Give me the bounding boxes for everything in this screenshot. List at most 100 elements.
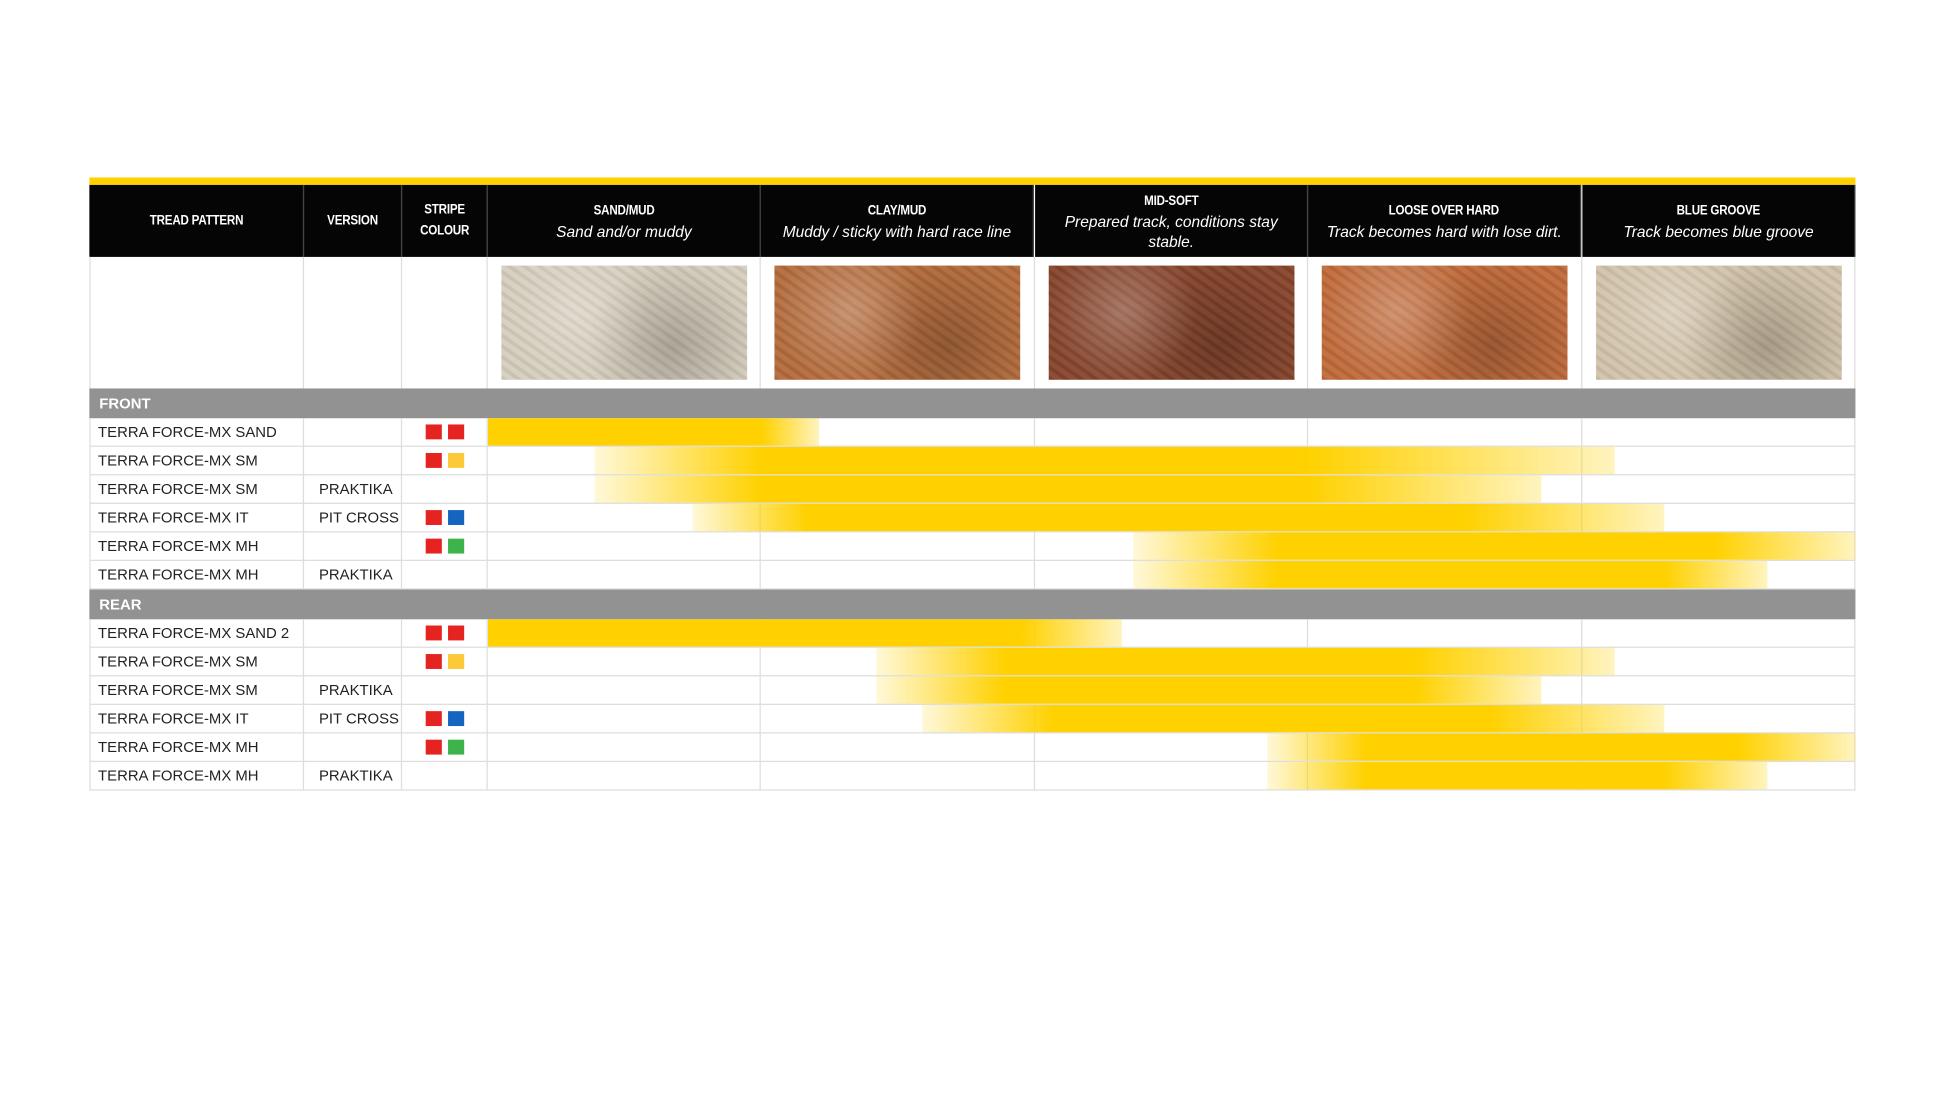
table-cell (304, 619, 403, 648)
table-cell (1308, 619, 1583, 648)
stripe-swatch (425, 424, 442, 440)
image-cell (304, 256, 403, 389)
table-cell (487, 532, 761, 561)
terrain-header: CLAY/MUD Muddy / sticky with hard race li… (760, 184, 1035, 257)
stripe-swatch (448, 424, 465, 440)
suitability-bar (594, 475, 1541, 503)
table-cell (402, 532, 488, 561)
table-cell (1035, 619, 1309, 648)
table-cell (402, 676, 488, 705)
table-cell (1035, 418, 1309, 447)
column-title: VERSION (327, 212, 378, 228)
table-cell (402, 418, 488, 447)
column-header: STRIPE COLOUR (402, 184, 488, 257)
table-cell (402, 762, 488, 791)
table-cell (1582, 475, 1856, 504)
table-cell (487, 647, 761, 677)
table-cell (304, 733, 403, 763)
suitability-bar (876, 647, 1615, 676)
image-cell (402, 256, 488, 389)
terrain-title: MID-SOFT (1144, 192, 1199, 208)
table-cell: TERRA FORCE-MX MH (89, 762, 305, 791)
table-cell (487, 676, 761, 705)
image-cell (1308, 256, 1583, 389)
table-cell (402, 647, 488, 677)
suitability-bar (1267, 733, 1856, 761)
column-header: VERSION (304, 184, 403, 257)
table-cell: TERRA FORCE-MX SM (89, 446, 305, 476)
table-cell: PRAKTIKA (304, 762, 403, 791)
table-cell (487, 733, 761, 763)
stripe-swatch (425, 711, 442, 727)
table-cell: PIT CROSS (304, 704, 403, 734)
suitability-bar (692, 503, 1664, 532)
terrain-title: BLUE GROOVE (1676, 202, 1761, 218)
table-cell (1582, 503, 1856, 533)
table-cell (402, 704, 488, 734)
table-cell (1582, 676, 1856, 705)
suitability-bar (1133, 532, 1856, 560)
table-cell (1308, 418, 1583, 447)
suitability-bar (876, 676, 1541, 704)
stripe-swatch (448, 654, 465, 669)
table-cell: TERRA FORCE-MX IT (89, 704, 305, 734)
table-cell (760, 532, 1036, 561)
table-cell (304, 418, 403, 447)
table-cell (1582, 647, 1856, 677)
table-cell: PRAKTIKA (304, 475, 403, 504)
stripe-swatch (425, 453, 442, 468)
table-cell (1582, 762, 1856, 791)
top-rule (89, 177, 1856, 185)
table-cell: TERRA FORCE-MX SAND 2 (89, 619, 305, 648)
suitability-bar (1267, 762, 1768, 790)
table-cell (760, 733, 1036, 763)
suitability-bar (594, 446, 1615, 475)
image-cell (761, 256, 1036, 389)
table-cell (1582, 560, 1856, 590)
table-cell: TERRA FORCE-MX MH (89, 560, 305, 590)
table-cell (1582, 446, 1856, 476)
table-cell (402, 475, 488, 504)
terrain-header: MID-SOFT Prepared track, conditions stay … (1035, 184, 1309, 257)
table-cell (1308, 475, 1583, 504)
table-cell (487, 762, 761, 791)
stripe-swatch (425, 625, 442, 641)
table-cell: TERRA FORCE-MX MH (89, 532, 305, 561)
table-cell: TERRA FORCE-MX IT (89, 503, 305, 533)
table-cell (402, 733, 488, 763)
terrain-subtitle: Track becomes hard with lose dirt. (1326, 222, 1562, 241)
image-cell (89, 256, 305, 389)
section-label: REAR (89, 589, 1856, 620)
stripe-swatch (448, 510, 465, 525)
suitability-bar (487, 418, 819, 446)
column-header: TREAD PATTERN (89, 184, 305, 257)
table-cell (304, 446, 403, 476)
suitability-bar (922, 704, 1664, 733)
table-cell (304, 647, 403, 677)
stripe-swatch (448, 711, 465, 727)
terrain-subtitle: Prepared track, conditions stay stable. (1064, 212, 1278, 251)
stripe-swatch (448, 538, 465, 554)
image-cell (1035, 256, 1309, 389)
table-cell: TERRA FORCE-MX SM (89, 647, 305, 677)
terrain-subtitle: Muddy / sticky with hard race line (782, 222, 1012, 241)
terrain-photo (1048, 265, 1295, 380)
stripe-swatch (448, 625, 465, 641)
terrain-photo (774, 265, 1021, 380)
table-cell (1308, 676, 1583, 705)
suitability-bar (487, 619, 1123, 647)
terrain-subtitle: Sand and/or muddy (556, 222, 692, 241)
terrain-header: SAND/MUD Sand and/or muddy (487, 184, 762, 257)
image-cell (1582, 256, 1856, 389)
table-cell (402, 503, 488, 533)
terrain-title: SAND/MUD (593, 202, 655, 218)
stripe-swatch (425, 739, 442, 755)
table-cell (1582, 418, 1856, 447)
table-cell: TERRA FORCE-MX SM (89, 475, 305, 504)
image-cell (488, 256, 761, 389)
terrain-title: CLAY/MUD (867, 202, 927, 218)
table-cell: TERRA FORCE-MX MH (89, 733, 305, 763)
suitability-bar (1133, 560, 1768, 589)
terrain-title: LOOSE OVER HARD (1389, 202, 1500, 218)
